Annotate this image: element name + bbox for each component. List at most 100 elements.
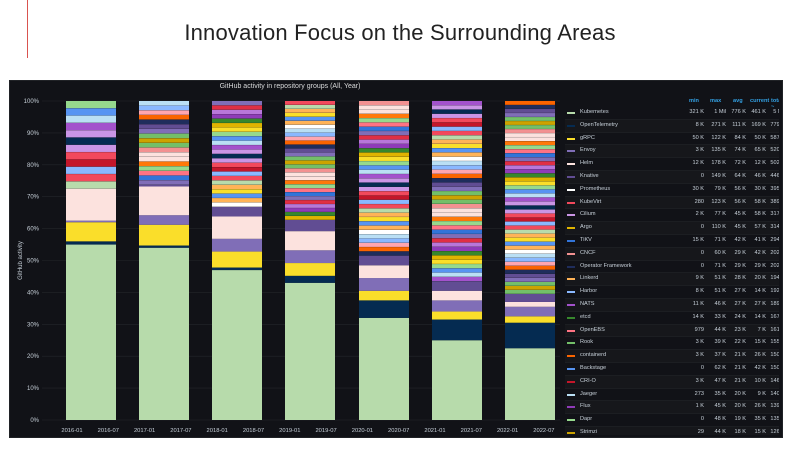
- bar-segment[interactable]: [432, 268, 482, 273]
- bar-segment[interactable]: [432, 113, 482, 118]
- bar-segment[interactable]: [432, 300, 482, 312]
- bar-segment[interactable]: [505, 306, 555, 317]
- bar-segment[interactable]: [66, 188, 116, 221]
- bar-segment[interactable]: [505, 109, 555, 113]
- bar-segment[interactable]: [432, 126, 482, 131]
- bar-segment[interactable]: [432, 165, 482, 170]
- bar-segment[interactable]: [285, 282, 335, 420]
- bar-segment[interactable]: [505, 209, 555, 214]
- bar-segment[interactable]: [359, 229, 409, 235]
- legend-row[interactable]: KubeVirt 280 123 K 56 K 58 K 389 K: [565, 196, 779, 210]
- bar-segment[interactable]: [505, 269, 555, 274]
- bar-segment[interactable]: [212, 131, 262, 137]
- legend-series-name[interactable]: Jaeger: [580, 390, 598, 397]
- bar-segment[interactable]: [505, 181, 555, 186]
- legend-row[interactable]: Rook 3 K 39 K 22 K 15 K 155 K: [565, 337, 779, 351]
- bar-segment[interactable]: [285, 140, 335, 145]
- bar-segment[interactable]: [212, 118, 262, 123]
- bar-segment[interactable]: [432, 216, 482, 221]
- bar-segment[interactable]: [505, 322, 555, 349]
- legend-row[interactable]: NATS 11 K 46 K 27 K 27 K 189 K: [565, 298, 779, 312]
- bar-segment[interactable]: [359, 143, 409, 149]
- bar-segment[interactable]: [505, 185, 555, 190]
- bar-segment[interactable]: [139, 142, 189, 148]
- bar-segment[interactable]: [139, 215, 189, 225]
- bar-segment[interactable]: [505, 281, 555, 286]
- legend-row[interactable]: gRPC 50 K 122 K 84 K 50 K 587 K: [565, 133, 779, 146]
- bar-segment[interactable]: [66, 115, 116, 123]
- bar-segment[interactable]: [432, 281, 482, 291]
- bar-segment[interactable]: [359, 300, 409, 318]
- legend-series-name[interactable]: TiKV: [580, 236, 592, 243]
- bar-segment[interactable]: [212, 127, 262, 132]
- bar-segment[interactable]: [359, 182, 409, 187]
- bar-segment[interactable]: [359, 199, 409, 204]
- legend-series-name[interactable]: gRPC: [580, 134, 595, 141]
- bar-segment[interactable]: [139, 101, 189, 106]
- bar-segment[interactable]: [212, 251, 262, 268]
- bar-segment[interactable]: [359, 131, 409, 136]
- bar-segment[interactable]: [66, 166, 116, 174]
- bar-segment[interactable]: [432, 221, 482, 226]
- bar-segment[interactable]: [66, 222, 116, 242]
- legend-row[interactable]: Argo 0 110 K 45 K 57 K 314 K: [565, 222, 779, 235]
- legend-row[interactable]: Cilium 2 K 77 K 45 K 58 K 317 K: [565, 209, 779, 223]
- bar-segment[interactable]: [139, 166, 189, 171]
- legend-series-name[interactable]: CNCF: [580, 249, 596, 256]
- bar-segment[interactable]: [505, 105, 555, 109]
- legend-header-min[interactable]: min: [689, 98, 699, 104]
- bar-segment[interactable]: [139, 156, 189, 162]
- bar-segment[interactable]: [285, 112, 335, 117]
- bar-segment[interactable]: [139, 152, 189, 157]
- bar-segment[interactable]: [432, 156, 482, 161]
- bar-segment[interactable]: [432, 148, 482, 153]
- bar-segment[interactable]: [359, 186, 409, 192]
- bar-segment[interactable]: [432, 182, 482, 187]
- bar-segment[interactable]: [66, 144, 116, 152]
- legend-series-name[interactable]: Dapr: [580, 416, 593, 423]
- legend-series-name[interactable]: Linkerd: [580, 275, 599, 282]
- bar-segment[interactable]: [285, 104, 335, 109]
- legend-row[interactable]: Knative 0 149 K 64 K 46 K 446 K: [565, 170, 779, 184]
- bar-segment[interactable]: [66, 122, 116, 131]
- bar-segment[interactable]: [66, 159, 116, 167]
- bar-segment[interactable]: [139, 105, 189, 111]
- legend-series-name[interactable]: Rook: [580, 339, 594, 346]
- bar-segment[interactable]: [212, 206, 262, 217]
- legend-row[interactable]: Kubernetes 321 K 1 Mil 776 K 461 K 5 Mil: [565, 107, 779, 120]
- bar-segment[interactable]: [432, 229, 482, 234]
- bar-segment[interactable]: [359, 169, 409, 174]
- bar-segment[interactable]: [432, 311, 482, 320]
- legend-series-name[interactable]: Kubernetes: [580, 109, 609, 115]
- bar-segment[interactable]: [505, 201, 555, 206]
- bar-segment[interactable]: [505, 293, 555, 302]
- bar-segment[interactable]: [139, 114, 189, 120]
- bar-segment[interactable]: [212, 162, 262, 167]
- legend-row[interactable]: Harbor 8 K 51 K 27 K 14 K 192 K: [565, 286, 779, 299]
- bar-segment[interactable]: [359, 191, 409, 196]
- bar-segment[interactable]: [432, 225, 482, 230]
- bar-segment[interactable]: [432, 208, 482, 213]
- bar-segment[interactable]: [432, 272, 482, 277]
- legend-row[interactable]: Jaeger 273 35 K 20 K 9 K 140 K: [565, 389, 779, 402]
- bar-segment[interactable]: [285, 172, 335, 177]
- bar-segment[interactable]: [139, 147, 189, 153]
- bar-segment[interactable]: [139, 128, 189, 134]
- bar-segment[interactable]: [359, 122, 409, 127]
- bar-segment[interactable]: [505, 161, 555, 166]
- bar-segment[interactable]: [432, 191, 482, 196]
- bar-segment[interactable]: [285, 108, 335, 113]
- legend-series-name[interactable]: Backstage: [580, 364, 607, 371]
- bar-segment[interactable]: [359, 101, 409, 106]
- bar-segment[interactable]: [432, 234, 482, 239]
- bar-segment[interactable]: [359, 135, 409, 140]
- bar-segment[interactable]: [505, 125, 555, 129]
- legend-series-name[interactable]: Envoy: [580, 147, 596, 154]
- legend-series-name[interactable]: CRI-O: [580, 377, 596, 384]
- bar-segment[interactable]: [212, 123, 262, 128]
- bar-segment[interactable]: [432, 186, 482, 191]
- bar-segment[interactable]: [285, 101, 335, 105]
- bar-segment[interactable]: [359, 212, 409, 217]
- bar-segment[interactable]: [285, 148, 335, 153]
- bar-segment[interactable]: [139, 133, 189, 139]
